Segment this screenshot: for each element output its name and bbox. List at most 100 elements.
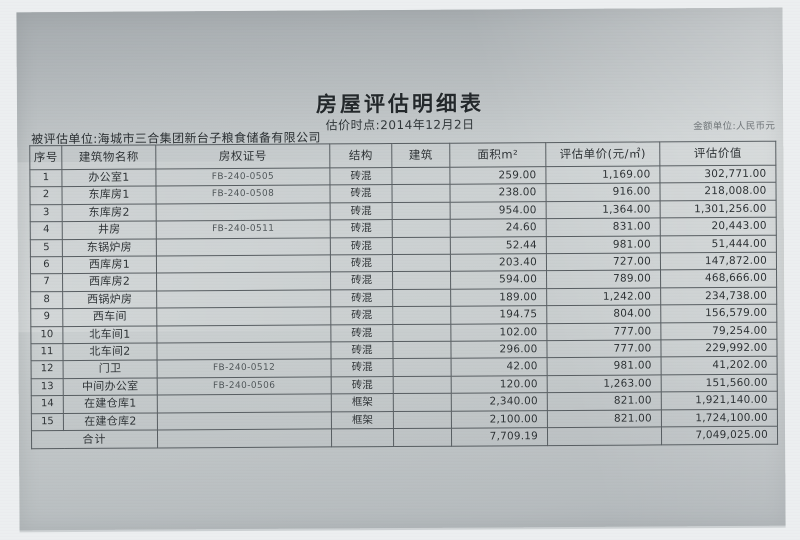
cell-building-name: 中间办公室 [63, 377, 158, 396]
cell-structure: 砖混 [330, 254, 393, 273]
cell-value: 1,301,256.00 [660, 200, 777, 219]
cell-certificate-no [156, 341, 332, 361]
cell-area: 954.00 [450, 201, 547, 220]
cell-sequence: 13 [31, 378, 64, 397]
cell-building-name: 西库房1 [62, 256, 157, 275]
cell-value: 1,724,100.00 [661, 408, 778, 428]
cell-building [392, 289, 451, 307]
cell-structure: 框架 [331, 411, 394, 430]
cell-building-name: 办公室1 [61, 168, 156, 187]
cell-building-name: 门卫 [63, 360, 158, 379]
cell-area: 594.00 [450, 271, 547, 290]
header-structure: 结构 [329, 143, 392, 168]
cell-unit-price: 981.00 [546, 235, 661, 254]
cell-structure: 砖混 [330, 271, 393, 290]
cell-sequence: 9 [30, 308, 63, 327]
cell-certificate-no [156, 307, 331, 326]
currency-note: 金额单位:人民币元 [693, 120, 776, 133]
cell-value: 1,921,140.00 [661, 391, 778, 410]
cell-building-name: 在建仓库2 [63, 412, 158, 431]
cell-area: 2,340.00 [451, 392, 548, 411]
cell-structure: 框架 [331, 393, 394, 412]
cell-area: 102.00 [450, 323, 547, 342]
cell-sequence: 15 [31, 413, 64, 431]
cell-building-name: 东库房1 [61, 186, 157, 205]
cell-value: 156,579.00 [660, 304, 777, 323]
header-name: 建筑物名称 [61, 144, 156, 170]
cell-building-name: 东锅炉房 [62, 238, 157, 257]
table-body: 1 办公室1 FB-240-0505 砖混 259.00 1,169.00 302,771.… [29, 165, 778, 449]
cell-building-name: 西车间 [62, 308, 157, 327]
cell-building [392, 202, 451, 220]
cell-sequence: 2 [29, 186, 63, 205]
cell-value: 41,202.00 [661, 356, 778, 375]
header-building: 建筑 [391, 143, 450, 168]
cell-unit-price: 821.00 [547, 409, 662, 428]
cell-building-name: 在建仓库1 [63, 395, 158, 414]
cell-building-name: 西库房2 [62, 273, 157, 292]
cell-unit-price: 981.00 [547, 357, 662, 376]
cell-unit-price: 916.00 [545, 183, 661, 202]
cell-building [393, 393, 452, 412]
cell-value: 51,444.00 [660, 234, 777, 253]
header-cert: 房权证号 [155, 143, 330, 169]
cell-building [392, 271, 451, 290]
cell-unit-price: 804.00 [546, 305, 661, 324]
cell-area: 296.00 [450, 340, 548, 359]
total-building [393, 428, 452, 447]
cell-certificate-no [156, 237, 331, 257]
cell-unit-price: 777.00 [546, 339, 662, 359]
cell-unit-price: 1,169.00 [545, 165, 660, 185]
header-unit-price: 评估单价(元/㎡) [545, 141, 660, 167]
cell-sequence: 7 [30, 274, 63, 292]
cell-value: 218,008.00 [659, 182, 777, 201]
cell-unit-price: 831.00 [546, 218, 661, 237]
cell-certificate-no [157, 411, 332, 431]
cell-certificate-no [157, 394, 332, 413]
cell-structure: 砖混 [330, 237, 393, 255]
cell-value: 20,443.00 [660, 217, 777, 236]
cell-building [391, 167, 450, 185]
header-no: 序号 [29, 145, 62, 170]
cell-building [393, 376, 452, 394]
cell-unit-price: 1,364.00 [546, 200, 661, 219]
cell-structure: 砖混 [330, 341, 394, 360]
cell-structure: 砖混 [330, 202, 393, 221]
cell-building [393, 358, 452, 377]
total-certificate [157, 429, 332, 449]
total-unit-price [547, 427, 662, 446]
cell-certificate-no: FB-240-0511 [156, 220, 331, 239]
cell-structure: 砖混 [329, 167, 392, 186]
cell-value: 302,771.00 [659, 165, 776, 184]
cell-sequence: 4 [30, 221, 63, 240]
appraisal-table: 序号 建筑物名称 房权证号 结构 建筑 面积m² 评估单价(元/㎡) 评估价值 … [29, 141, 778, 450]
cell-area: 189.00 [450, 288, 547, 307]
cell-building-name: 西锅炉房 [62, 290, 157, 309]
cell-unit-price: 1,242.00 [546, 287, 661, 306]
header-area: 面积m² [449, 142, 546, 168]
total-label: 合计 [31, 430, 158, 449]
cell-certificate-no [156, 324, 331, 344]
cell-certificate-no [156, 254, 331, 274]
cell-sequence: 6 [30, 256, 63, 275]
cell-sequence: 12 [31, 361, 64, 379]
cell-value: 147,872.00 [660, 252, 777, 271]
cell-area: 259.00 [449, 166, 546, 185]
total-value: 7,049,025.00 [661, 426, 778, 446]
cell-structure: 砖混 [329, 184, 393, 203]
header-value: 评估价值 [659, 141, 776, 166]
cell-certificate-no: FB-240-0505 [155, 167, 330, 187]
cell-sequence: 10 [30, 326, 63, 344]
cell-building [392, 323, 451, 342]
cell-building [392, 306, 451, 325]
cell-sequence: 11 [30, 343, 64, 362]
cell-structure: 砖混 [330, 289, 393, 308]
cell-building-name: 北车间2 [62, 343, 158, 362]
cell-sequence: 8 [30, 291, 63, 310]
cell-certificate-no: FB-240-0512 [157, 359, 332, 378]
cell-building [391, 184, 451, 203]
cell-sequence: 5 [30, 239, 63, 257]
cell-unit-price: 1,263.00 [547, 374, 662, 393]
cell-building [393, 410, 452, 429]
